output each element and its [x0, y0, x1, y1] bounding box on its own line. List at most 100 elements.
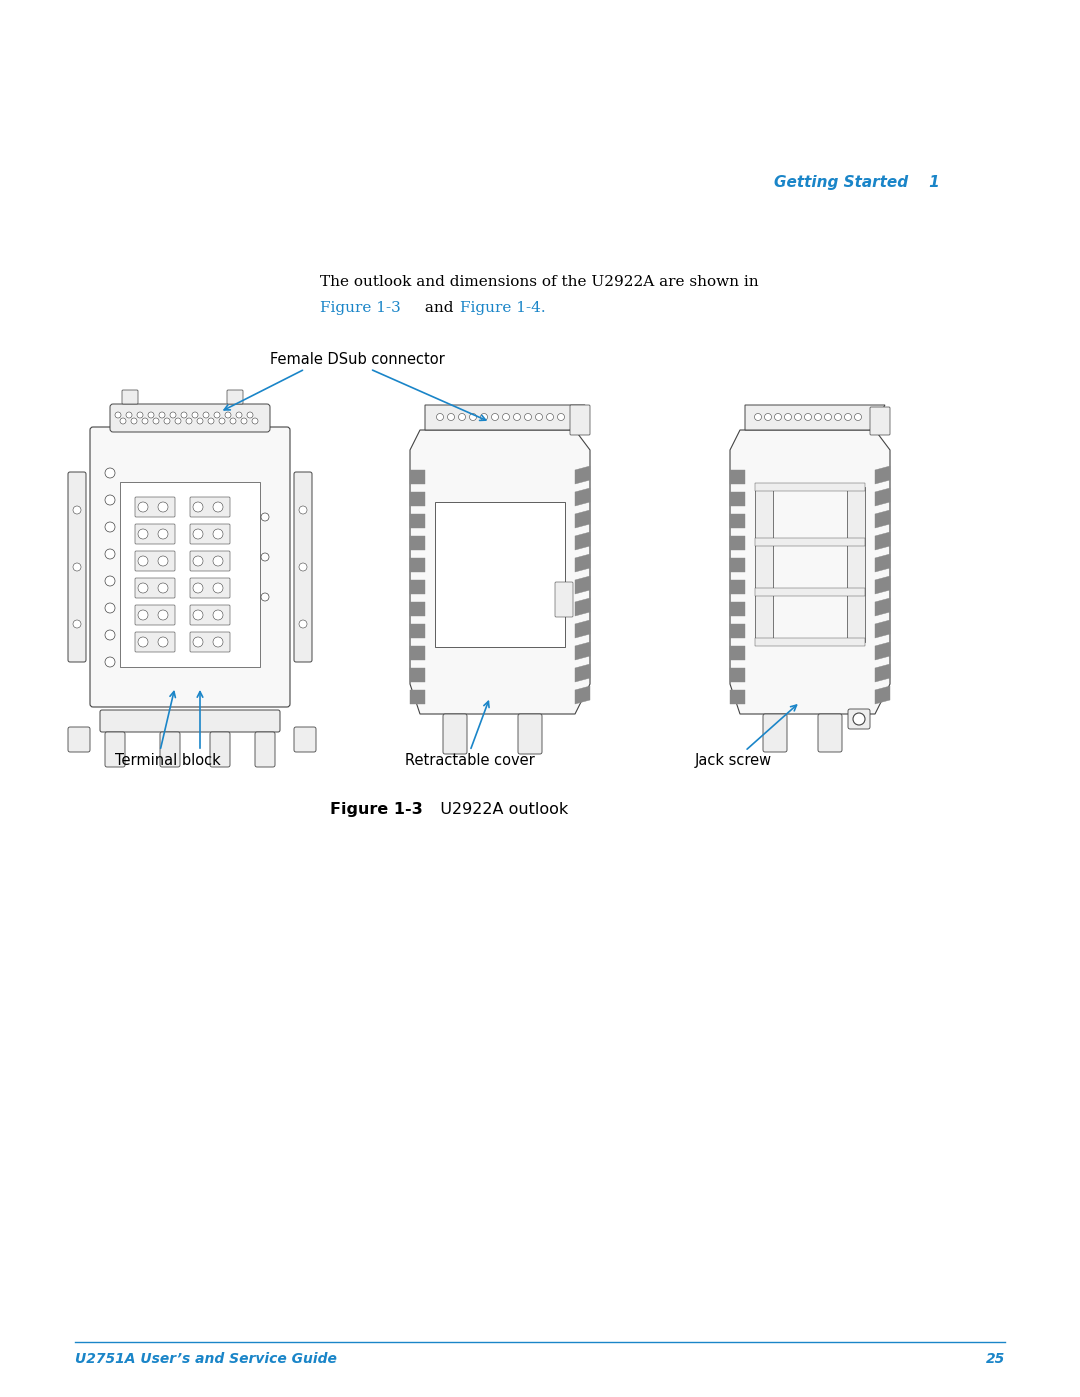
Circle shape — [213, 583, 222, 592]
FancyBboxPatch shape — [870, 407, 890, 434]
Polygon shape — [875, 555, 890, 571]
Polygon shape — [410, 557, 426, 571]
Circle shape — [502, 414, 510, 420]
Polygon shape — [875, 467, 890, 483]
Circle shape — [138, 610, 148, 620]
Circle shape — [261, 553, 269, 562]
Circle shape — [299, 506, 307, 514]
FancyBboxPatch shape — [190, 550, 230, 571]
Bar — [755, 483, 865, 490]
Text: Getting Started    1: Getting Started 1 — [774, 175, 940, 190]
Circle shape — [131, 418, 137, 425]
Polygon shape — [575, 620, 590, 638]
Circle shape — [193, 502, 203, 511]
Circle shape — [192, 412, 198, 418]
Polygon shape — [730, 690, 745, 704]
Polygon shape — [875, 532, 890, 550]
FancyBboxPatch shape — [255, 732, 275, 767]
Text: Figure 1-3: Figure 1-3 — [330, 802, 422, 817]
Circle shape — [193, 556, 203, 566]
Circle shape — [105, 468, 114, 478]
Polygon shape — [410, 624, 426, 638]
Circle shape — [805, 414, 811, 420]
Circle shape — [158, 556, 168, 566]
Circle shape — [120, 418, 126, 425]
Circle shape — [459, 414, 465, 420]
Circle shape — [835, 414, 841, 420]
Polygon shape — [730, 492, 745, 506]
Circle shape — [164, 418, 170, 425]
Circle shape — [181, 412, 187, 418]
Polygon shape — [410, 469, 426, 483]
Text: Female DSub connector: Female DSub connector — [270, 352, 445, 367]
FancyBboxPatch shape — [135, 605, 175, 624]
Circle shape — [213, 529, 222, 539]
Circle shape — [105, 522, 114, 532]
Circle shape — [436, 414, 444, 420]
Polygon shape — [426, 405, 585, 430]
Polygon shape — [875, 643, 890, 659]
Polygon shape — [730, 536, 745, 550]
Polygon shape — [575, 555, 590, 571]
FancyBboxPatch shape — [570, 405, 590, 434]
Circle shape — [203, 412, 210, 418]
FancyBboxPatch shape — [135, 524, 175, 543]
Text: Jack screw: Jack screw — [696, 753, 772, 768]
Circle shape — [241, 418, 247, 425]
Circle shape — [126, 412, 132, 418]
Circle shape — [193, 529, 203, 539]
Circle shape — [158, 583, 168, 592]
FancyBboxPatch shape — [294, 472, 312, 662]
Polygon shape — [575, 664, 590, 682]
Circle shape — [138, 556, 148, 566]
Circle shape — [208, 418, 214, 425]
Circle shape — [854, 414, 862, 420]
Circle shape — [225, 412, 231, 418]
Polygon shape — [730, 557, 745, 571]
Circle shape — [105, 630, 114, 640]
Circle shape — [214, 412, 220, 418]
Polygon shape — [575, 643, 590, 659]
Circle shape — [153, 418, 159, 425]
Polygon shape — [730, 602, 745, 616]
Bar — [847, 488, 865, 643]
FancyBboxPatch shape — [227, 390, 243, 404]
Circle shape — [158, 529, 168, 539]
Polygon shape — [730, 668, 745, 682]
Polygon shape — [575, 510, 590, 528]
FancyBboxPatch shape — [160, 732, 180, 767]
Polygon shape — [730, 469, 745, 483]
Circle shape — [193, 637, 203, 647]
Circle shape — [299, 563, 307, 571]
Text: 25: 25 — [986, 1352, 1005, 1366]
Circle shape — [795, 414, 801, 420]
Text: Figure 1-3: Figure 1-3 — [320, 300, 401, 314]
Polygon shape — [875, 598, 890, 616]
Polygon shape — [410, 580, 426, 594]
Circle shape — [138, 529, 148, 539]
Polygon shape — [575, 467, 590, 483]
Polygon shape — [730, 645, 745, 659]
Circle shape — [73, 620, 81, 629]
Polygon shape — [410, 430, 590, 714]
Polygon shape — [730, 514, 745, 528]
Circle shape — [170, 412, 176, 418]
FancyBboxPatch shape — [190, 578, 230, 598]
Circle shape — [137, 412, 143, 418]
Bar — [755, 488, 773, 643]
Circle shape — [784, 414, 792, 420]
Circle shape — [299, 620, 307, 629]
Text: U2922A outlook: U2922A outlook — [426, 802, 568, 817]
FancyBboxPatch shape — [518, 714, 542, 754]
Circle shape — [247, 412, 253, 418]
Circle shape — [252, 418, 258, 425]
FancyBboxPatch shape — [555, 583, 573, 617]
Polygon shape — [575, 488, 590, 506]
Circle shape — [158, 637, 168, 647]
Polygon shape — [410, 645, 426, 659]
FancyBboxPatch shape — [68, 472, 86, 662]
Circle shape — [481, 414, 487, 420]
Bar — [435, 502, 565, 647]
FancyBboxPatch shape — [100, 710, 280, 732]
FancyBboxPatch shape — [190, 524, 230, 543]
